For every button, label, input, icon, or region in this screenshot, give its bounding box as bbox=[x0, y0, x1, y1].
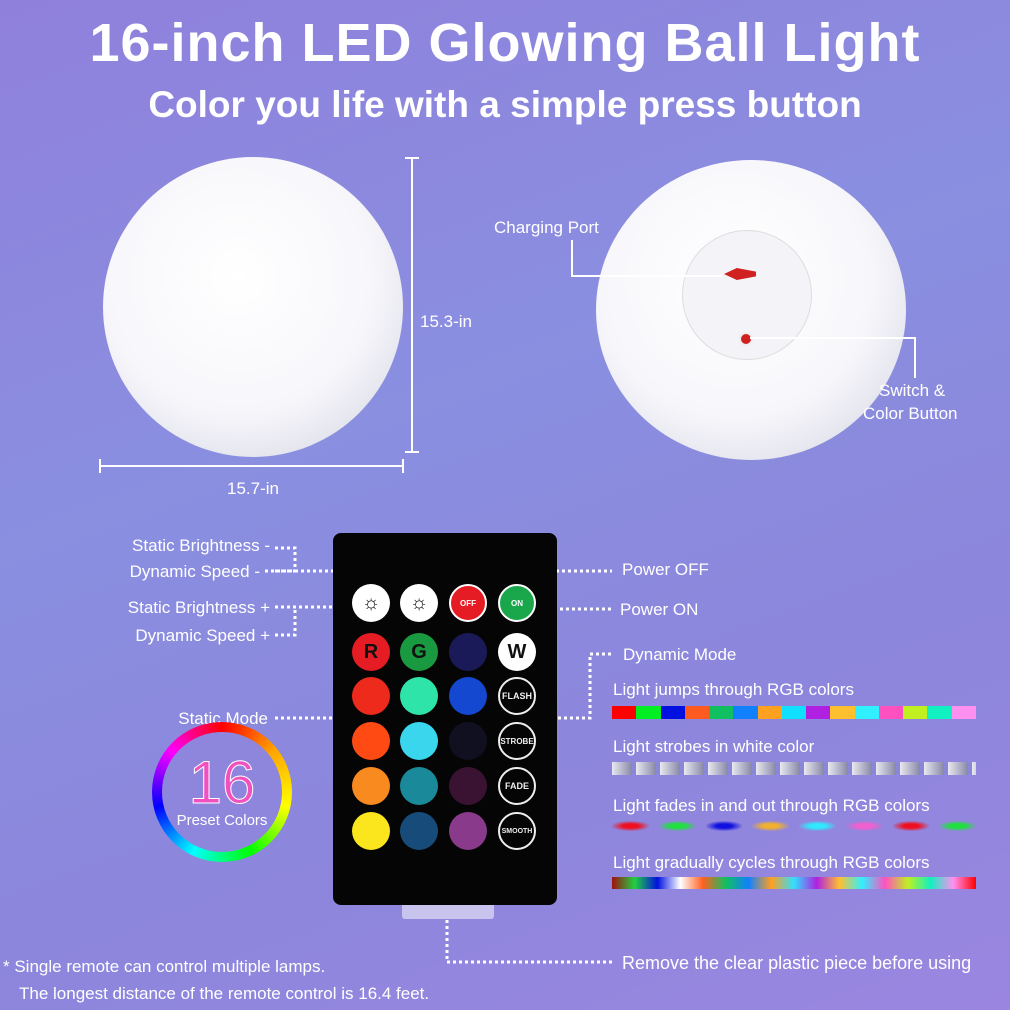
static-mode-label: Static Mode bbox=[178, 709, 268, 728]
color-button[interactable] bbox=[400, 767, 438, 805]
dynamic-speed-minus-label: Dynamic Speed - bbox=[129, 562, 260, 581]
width-label: 15.7-in bbox=[227, 479, 279, 498]
footnote-line-1: * Single remote can control multiple lam… bbox=[3, 957, 326, 976]
brightness-plus-button[interactable]: ☼ bbox=[400, 584, 438, 622]
preset-label: Preset Colors bbox=[176, 812, 268, 829]
color-swatch bbox=[878, 706, 904, 719]
preset-colors-ring bbox=[152, 722, 292, 862]
fade-swatch bbox=[939, 821, 976, 831]
fade-swatch bbox=[845, 821, 883, 831]
flash-button[interactable]: FLASH bbox=[498, 677, 536, 715]
color-swatch bbox=[733, 706, 758, 719]
charging-port-label: Charging Port bbox=[494, 218, 599, 237]
fade-color-bar bbox=[612, 821, 976, 831]
fade-swatch bbox=[752, 821, 789, 831]
power-off-button[interactable]: OFF bbox=[449, 584, 487, 622]
dynamic-speed-plus-label: Dynamic Speed + bbox=[135, 626, 270, 645]
remote-control: ☼ ☼ OFF ON R G W FLASH STROBE FADE SMOOT… bbox=[333, 533, 557, 905]
blue-button[interactable] bbox=[449, 633, 487, 671]
power-off-label: Power OFF bbox=[622, 560, 709, 579]
static-brightness-minus-label: Static Brightness - bbox=[132, 536, 270, 555]
plastic-tab bbox=[402, 905, 494, 919]
green-button[interactable]: G bbox=[400, 633, 438, 671]
static-brightness-plus-label: Static Brightness + bbox=[127, 598, 270, 617]
fade-button[interactable]: FADE bbox=[498, 767, 536, 805]
smooth-button[interactable]: SMOOTH bbox=[498, 812, 536, 850]
color-swatch bbox=[612, 706, 637, 719]
ball-front-image bbox=[103, 157, 403, 457]
mode-smooth-text: Light gradually cycles through RGB color… bbox=[613, 853, 930, 872]
color-swatch bbox=[927, 706, 952, 719]
red-button[interactable]: R bbox=[352, 633, 390, 671]
color-button[interactable] bbox=[449, 722, 487, 760]
height-label: 15.3-in bbox=[420, 312, 472, 331]
power-on-label: Power ON bbox=[620, 600, 699, 619]
ball-bottom-image bbox=[596, 160, 906, 460]
charging-port-icon bbox=[724, 268, 756, 280]
fade-swatch bbox=[799, 821, 836, 831]
color-swatch bbox=[757, 706, 782, 719]
color-swatch bbox=[830, 706, 855, 719]
color-swatch bbox=[781, 706, 807, 719]
color-button[interactable] bbox=[352, 767, 390, 805]
jump-color-bar bbox=[612, 706, 976, 719]
color-button[interactable] bbox=[352, 722, 390, 760]
color-button[interactable] bbox=[352, 812, 390, 850]
mode-fade-text: Light fades in and out through RGB color… bbox=[613, 796, 930, 815]
strobe-bar bbox=[612, 762, 976, 775]
mode-strobe-text: Light strobes in white color bbox=[613, 737, 815, 756]
fade-swatch bbox=[658, 821, 696, 831]
color-button[interactable] bbox=[449, 812, 487, 850]
fade-swatch bbox=[612, 821, 649, 831]
color-button[interactable] bbox=[400, 677, 438, 715]
color-swatch bbox=[684, 706, 710, 719]
power-on-button[interactable]: ON bbox=[498, 584, 536, 622]
color-button[interactable] bbox=[400, 722, 438, 760]
dynamic-mode-label: Dynamic Mode bbox=[623, 645, 737, 664]
fade-swatch bbox=[892, 821, 930, 831]
preset-number: 16 bbox=[188, 749, 256, 817]
footnote-line-2: The longest distance of the remote contr… bbox=[19, 984, 430, 1003]
color-swatch bbox=[709, 706, 734, 719]
color-button-label: Color Button bbox=[863, 404, 958, 423]
color-button[interactable] bbox=[449, 767, 487, 805]
page-title: 16-inch LED Glowing Ball Light bbox=[89, 13, 921, 73]
switch-label: Switch & bbox=[879, 381, 946, 400]
color-button[interactable] bbox=[352, 677, 390, 715]
strobe-button[interactable]: STROBE bbox=[498, 722, 536, 760]
color-swatch bbox=[903, 706, 928, 719]
brightness-minus-button[interactable]: ☼ bbox=[352, 584, 390, 622]
white-button[interactable]: W bbox=[498, 633, 536, 671]
color-button[interactable] bbox=[400, 812, 438, 850]
page-subtitle: Color you life with a simple press butto… bbox=[148, 84, 862, 125]
color-swatch bbox=[660, 706, 685, 719]
color-button[interactable] bbox=[449, 677, 487, 715]
color-swatch bbox=[854, 706, 879, 719]
smooth-gradient-bar bbox=[612, 877, 976, 889]
mode-jump-text: Light jumps through RGB colors bbox=[613, 680, 854, 699]
color-swatch bbox=[951, 706, 976, 719]
fade-swatch bbox=[705, 821, 743, 831]
remove-plastic-note: Remove the clear plastic piece before us… bbox=[622, 953, 972, 973]
color-swatch bbox=[806, 706, 831, 719]
color-swatch bbox=[636, 706, 661, 719]
